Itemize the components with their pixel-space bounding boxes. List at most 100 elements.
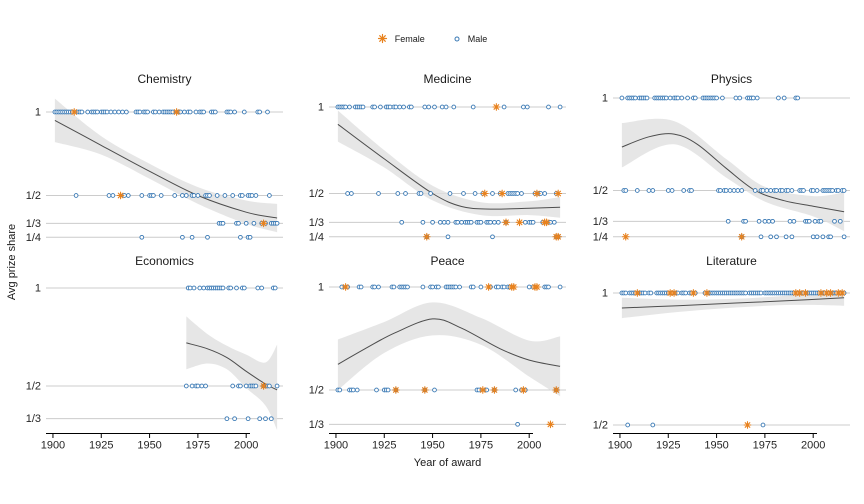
- female-icon: [377, 33, 387, 44]
- male-point: [623, 290, 629, 296]
- y-tick-label: 1: [35, 107, 41, 119]
- male-point: [832, 218, 837, 224]
- female-point: [259, 219, 268, 228]
- panel-plot-economics: 1 1/2 1/3 1900 1925 1950 1975 2000: [26, 283, 283, 452]
- female-point: [172, 108, 181, 116]
- male-point: [470, 284, 476, 290]
- male-point: [376, 284, 381, 290]
- y-tick-label: 1/3: [309, 217, 324, 229]
- x-tick-label: 1975: [469, 440, 493, 452]
- male-point: [212, 109, 218, 115]
- male-point: [257, 109, 263, 115]
- male-point: [430, 219, 435, 225]
- male-point: [634, 188, 640, 193]
- female-point: [422, 232, 431, 241]
- male-point: [783, 234, 789, 240]
- male-point: [420, 284, 426, 290]
- female-point: [838, 289, 847, 297]
- male-point: [681, 188, 687, 193]
- female-point: [666, 289, 675, 297]
- male-point: [530, 219, 536, 225]
- male-point: [478, 284, 484, 290]
- male-point: [232, 109, 237, 115]
- male-point: [447, 191, 453, 196]
- y-tick-label: 1/2: [309, 385, 324, 397]
- male-point: [230, 383, 236, 389]
- male-point: [201, 285, 207, 291]
- male-point: [445, 219, 451, 225]
- male-point: [387, 104, 393, 110]
- male-point: [501, 284, 507, 290]
- male-point: [764, 188, 770, 193]
- male-point: [345, 191, 350, 196]
- female-point: [392, 386, 400, 394]
- female-point: [519, 386, 528, 394]
- female-point: [116, 191, 125, 200]
- x-tick-label: 1925: [656, 440, 680, 452]
- male-point: [265, 109, 270, 115]
- male-point: [770, 218, 775, 224]
- male-point: [405, 284, 410, 290]
- male-point: [743, 290, 748, 296]
- male-point: [791, 218, 797, 224]
- y-tick-label: 1/4: [593, 231, 608, 243]
- male-point: [725, 218, 731, 224]
- female-point: [70, 108, 79, 116]
- male-point: [685, 95, 690, 101]
- male-point: [743, 218, 748, 224]
- male-point: [79, 109, 85, 115]
- male-point: [801, 188, 806, 193]
- y-tick-label: 1/4: [26, 232, 41, 244]
- male-point: [513, 387, 519, 393]
- male-point: [812, 218, 818, 224]
- y-tick-label: 1/2: [309, 188, 324, 200]
- male-point: [557, 104, 563, 110]
- female-point: [743, 421, 752, 429]
- male-point: [238, 383, 243, 389]
- y-tick-label: 1: [602, 288, 608, 300]
- male-point: [378, 104, 383, 110]
- x-tick-label: 1975: [753, 440, 777, 452]
- male-point: [139, 193, 145, 198]
- male-point: [650, 422, 656, 428]
- male-point: [403, 191, 408, 196]
- male-point: [199, 383, 205, 389]
- male-point: [675, 95, 681, 101]
- male-point: [349, 191, 354, 196]
- male-point: [445, 234, 451, 240]
- female-point: [670, 289, 678, 297]
- male-point: [522, 219, 528, 225]
- male-point: [272, 285, 278, 291]
- female-point: [498, 189, 506, 198]
- male-point: [776, 95, 781, 101]
- x-tick-label: 1900: [41, 440, 65, 452]
- male-point: [108, 109, 114, 115]
- male-point: [451, 104, 457, 110]
- male-point: [490, 191, 495, 196]
- male-point: [238, 234, 243, 240]
- male-point: [669, 188, 675, 193]
- male-point: [679, 95, 685, 101]
- male-point: [619, 95, 625, 101]
- male-point: [187, 285, 193, 291]
- male-point: [526, 284, 532, 290]
- male-point: [837, 218, 843, 224]
- male-point: [372, 284, 377, 290]
- male-point: [158, 193, 164, 198]
- male-point: [360, 104, 366, 110]
- male-point: [391, 284, 397, 290]
- male-point: [350, 387, 356, 393]
- male-point: [191, 193, 197, 198]
- male-point: [230, 193, 236, 198]
- x-tick-label: 1925: [89, 440, 113, 452]
- male-point: [426, 104, 432, 110]
- legend-female-label: Female: [394, 33, 425, 44]
- male-point: [820, 234, 826, 240]
- male-point: [172, 193, 178, 198]
- male-point: [347, 104, 352, 110]
- male-point: [183, 383, 189, 389]
- y-tick-label: 1: [318, 282, 324, 294]
- confidence-band: [337, 302, 561, 397]
- male-point: [112, 109, 118, 115]
- male-point: [343, 104, 348, 110]
